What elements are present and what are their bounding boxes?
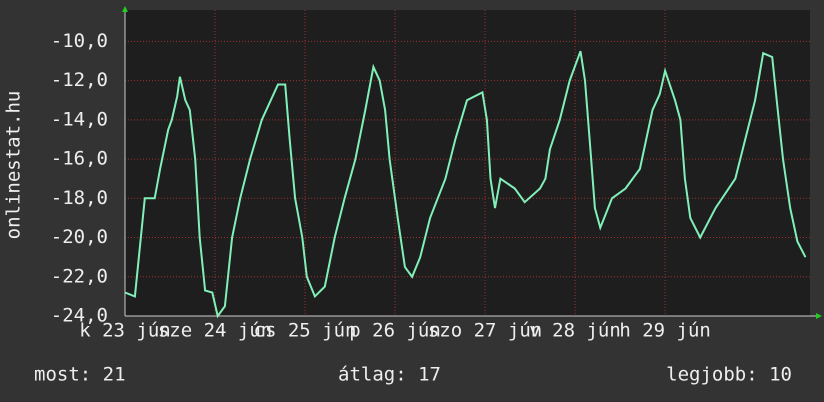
x-tick-label: szo 27 jún [428, 320, 542, 342]
y-tick-label: -18,0 [51, 187, 108, 209]
plot [124, 10, 810, 319]
x-tick-label: sze 24 jún [158, 320, 272, 342]
x-arrow [816, 313, 822, 319]
y-tick-label: -22,0 [51, 265, 108, 287]
y-tick-label: -10,0 [51, 30, 108, 52]
y-tick-label: -14,0 [51, 108, 108, 130]
y-axis-label: onlinestat.hu [3, 91, 25, 240]
y-tick-label: -12,0 [51, 69, 108, 91]
legend-most: most: 21 [34, 364, 126, 386]
y-arrow [122, 6, 128, 12]
legend-avg: átlag: 17 [338, 364, 441, 386]
plot-area [125, 10, 810, 316]
y-tick-label: -24,0 [51, 305, 108, 327]
x-tick-label: h 29 jún [619, 320, 711, 342]
data-line [124, 50, 807, 319]
x-tick-label: k 23 jún [79, 320, 171, 342]
x-tick-label: v 28 jún [529, 320, 621, 342]
y-tick-label: -20,0 [51, 226, 108, 248]
y-tick-label: -16,0 [51, 148, 108, 170]
x-tick-label: p 26 jún [349, 320, 441, 342]
legend-best: legjobb: 10 [666, 364, 792, 386]
x-tick-label: cs 25 jún [254, 320, 357, 342]
